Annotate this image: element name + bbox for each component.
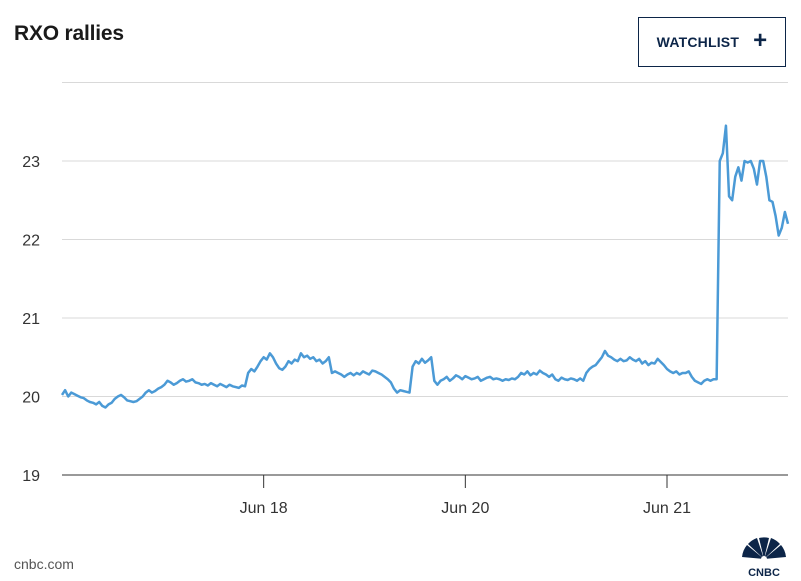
series-line [60, 124, 790, 409]
y-tick-label: 21 [22, 311, 40, 328]
source-label: cnbc.com [14, 556, 74, 572]
logo-text: CNBC [748, 567, 780, 577]
x-tick-label: Jun 20 [441, 500, 489, 517]
series-group [60, 124, 790, 409]
y-tick-label: 20 [22, 390, 40, 407]
watchlist-label: WATCHLIST [656, 34, 740, 50]
plus-icon: + [753, 27, 768, 54]
cnbc-peacock-icon: CNBC [742, 537, 786, 577]
y-tick-label: 23 [22, 154, 40, 171]
watchlist-button[interactable]: WATCHLIST + [638, 17, 786, 67]
y-tick-label: 22 [22, 233, 40, 250]
y-tick-label: 19 [22, 468, 40, 485]
x-tick-label: Jun 21 [643, 500, 691, 517]
x-tick-label: Jun 18 [240, 500, 288, 517]
y-axis-ticks: 19 20 21 22 23 [22, 154, 40, 485]
chart-title: RXO rallies [14, 22, 124, 45]
grid-lines [62, 82, 788, 476]
